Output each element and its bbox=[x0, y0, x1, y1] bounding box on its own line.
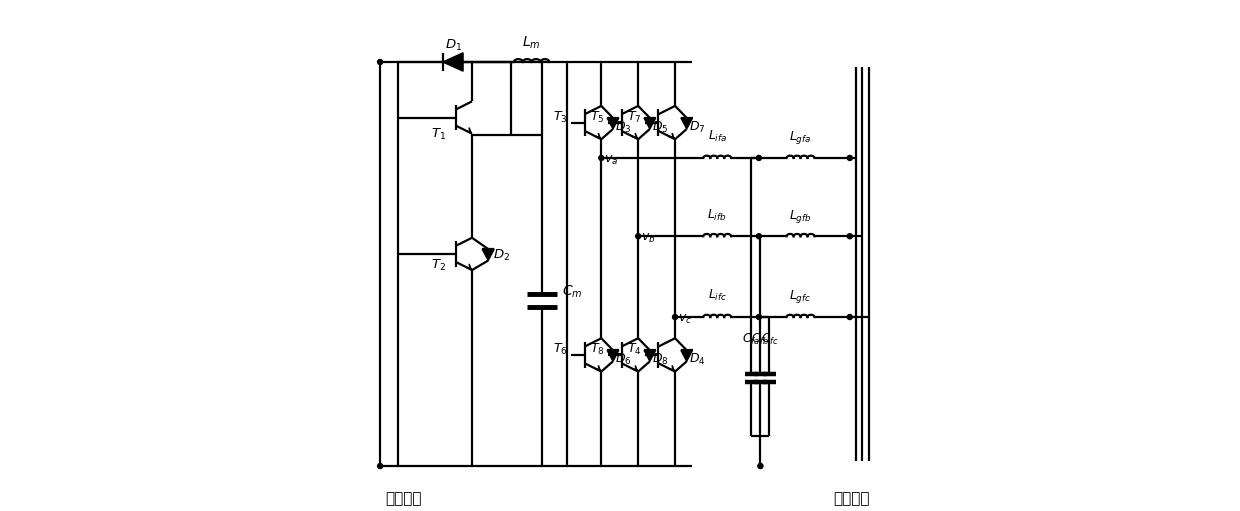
Text: $T_8$: $T_8$ bbox=[590, 342, 605, 357]
Text: 交流母线: 交流母线 bbox=[833, 491, 870, 506]
Text: $T_3$: $T_3$ bbox=[553, 110, 568, 125]
Text: $D_3$: $D_3$ bbox=[615, 120, 632, 135]
Text: $L_{ifa}$: $L_{ifa}$ bbox=[708, 129, 727, 145]
Text: 直流母线: 直流母线 bbox=[386, 491, 422, 506]
Text: $v_b$: $v_b$ bbox=[641, 233, 655, 245]
Text: $T_6$: $T_6$ bbox=[553, 342, 568, 357]
Text: $T_2$: $T_2$ bbox=[430, 258, 445, 273]
Text: $T_5$: $T_5$ bbox=[590, 110, 605, 125]
Text: $L_{ifc}$: $L_{ifc}$ bbox=[708, 288, 727, 304]
Text: $L_{gfb}$: $L_{gfb}$ bbox=[789, 207, 812, 225]
Polygon shape bbox=[644, 350, 656, 361]
Text: $D_5$: $D_5$ bbox=[652, 120, 668, 135]
Circle shape bbox=[599, 155, 604, 160]
Text: $v_c$: $v_c$ bbox=[677, 313, 692, 326]
Text: $D_4$: $D_4$ bbox=[689, 352, 706, 367]
Text: $L_m$: $L_m$ bbox=[522, 35, 541, 51]
Text: $C_m$: $C_m$ bbox=[562, 284, 583, 300]
Text: $L_{gfa}$: $L_{gfa}$ bbox=[790, 129, 812, 146]
Text: $T_4$: $T_4$ bbox=[627, 342, 642, 357]
Text: $L_{ifb}$: $L_{ifb}$ bbox=[707, 207, 727, 223]
Polygon shape bbox=[644, 118, 656, 129]
Text: $C_{fa}$: $C_{fa}$ bbox=[743, 332, 760, 347]
Polygon shape bbox=[681, 118, 693, 129]
Polygon shape bbox=[482, 249, 495, 261]
Polygon shape bbox=[443, 53, 463, 71]
Text: $D_6$: $D_6$ bbox=[615, 352, 632, 367]
Circle shape bbox=[847, 155, 852, 160]
Circle shape bbox=[847, 314, 852, 319]
Circle shape bbox=[378, 59, 383, 64]
Text: $v_a$: $v_a$ bbox=[604, 154, 618, 167]
Text: $D_8$: $D_8$ bbox=[652, 352, 668, 367]
Text: $L_{gfc}$: $L_{gfc}$ bbox=[790, 288, 812, 306]
Text: $T_7$: $T_7$ bbox=[627, 110, 642, 125]
Text: $C_{fc}$: $C_{fc}$ bbox=[760, 332, 779, 347]
Text: $D_7$: $D_7$ bbox=[689, 120, 706, 135]
Circle shape bbox=[636, 234, 641, 239]
Circle shape bbox=[847, 234, 852, 239]
Circle shape bbox=[378, 463, 383, 469]
Text: $D_1$: $D_1$ bbox=[445, 38, 463, 54]
Polygon shape bbox=[608, 350, 619, 361]
Circle shape bbox=[756, 314, 761, 319]
Circle shape bbox=[758, 463, 763, 469]
Text: $D_2$: $D_2$ bbox=[494, 248, 511, 263]
Polygon shape bbox=[681, 350, 693, 361]
Polygon shape bbox=[608, 118, 619, 129]
Text: $T_1$: $T_1$ bbox=[430, 127, 445, 142]
Circle shape bbox=[672, 314, 677, 319]
Text: $C_{fb}$: $C_{fb}$ bbox=[751, 332, 769, 347]
Circle shape bbox=[756, 234, 761, 239]
Circle shape bbox=[756, 155, 761, 160]
